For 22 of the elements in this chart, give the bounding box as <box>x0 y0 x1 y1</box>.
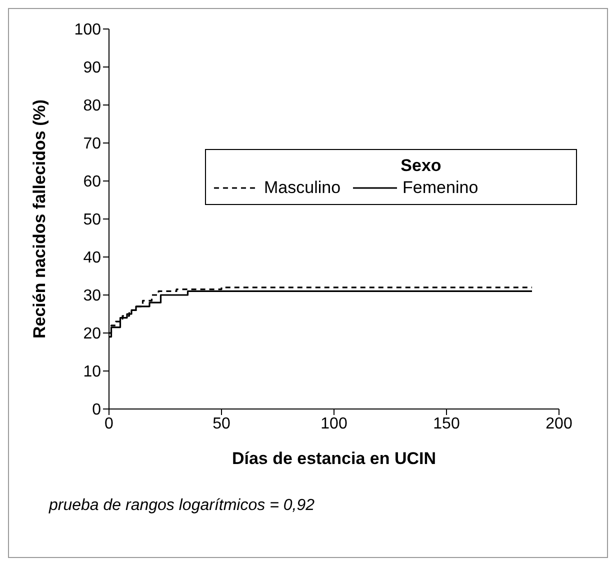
y-tick-label: 60 <box>83 174 102 191</box>
x-tick-label: 150 <box>433 415 460 432</box>
y-tick-label: 50 <box>83 212 102 229</box>
y-tick-label: 10 <box>83 364 102 381</box>
legend-label: Masculino <box>264 178 341 198</box>
legend-label: Femenino <box>402 178 478 198</box>
y-tick-label: 80 <box>83 98 102 115</box>
x-tick-label: 100 <box>320 415 348 432</box>
y-tick-label: 100 <box>74 22 102 39</box>
text: prueba de rangos logarítmicos = 0,92 <box>49 497 314 515</box>
y-tick-label: 20 <box>83 326 102 343</box>
x-tick-label: 0 <box>104 415 114 432</box>
y-tick-label: 70 <box>83 136 102 153</box>
y-tick-label: 90 <box>83 60 102 77</box>
y-axis-title: Recién nacidos fallecidos (%) <box>30 99 50 339</box>
y-tick-label: 0 <box>92 402 102 419</box>
x-tick-label: 200 <box>546 415 572 432</box>
y-tick-label: 40 <box>83 250 102 267</box>
x-axis-title: Días de estancia en UCIN <box>232 449 436 468</box>
legend-title: Sexo <box>400 156 442 176</box>
x-tick-label: 50 <box>212 415 230 432</box>
y-tick-label: 30 <box>83 288 102 305</box>
